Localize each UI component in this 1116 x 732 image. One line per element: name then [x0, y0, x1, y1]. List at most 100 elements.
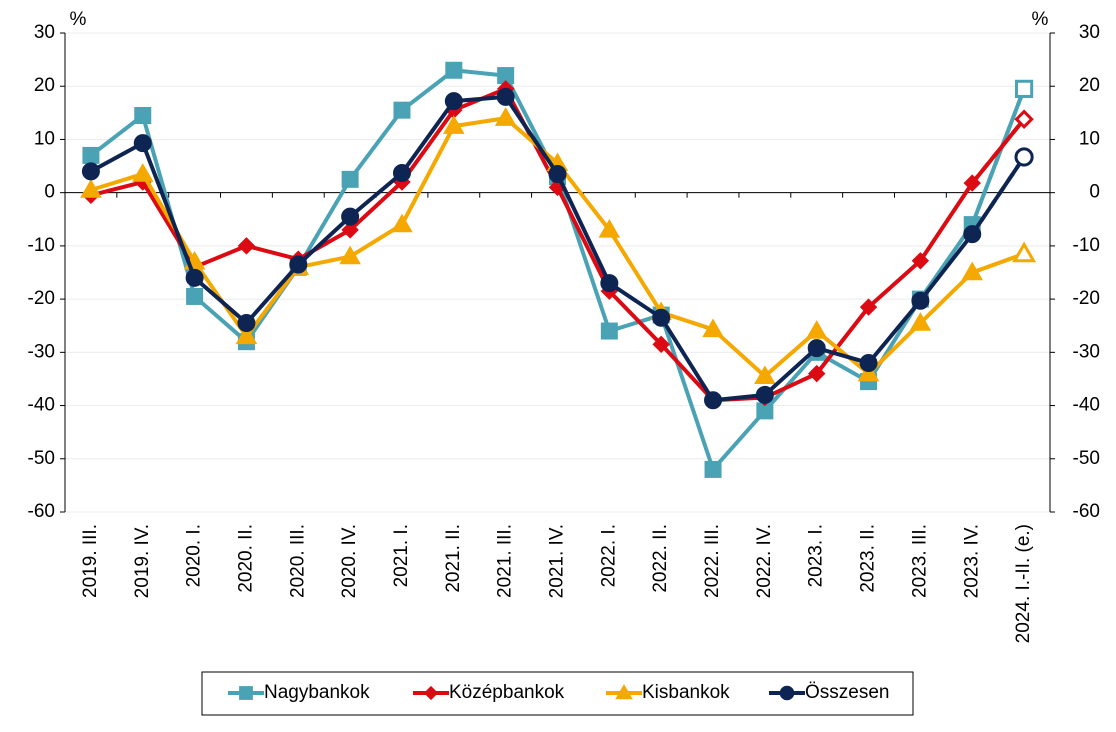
marker [598, 219, 621, 238]
x-tick-label: 2020. III. [287, 524, 308, 598]
x-tick-label: 2023. III. [909, 524, 930, 598]
legend-label: Kisbankok [642, 682, 730, 703]
marker [393, 101, 411, 119]
marker [82, 146, 100, 164]
marker [444, 92, 463, 111]
marker [805, 320, 828, 339]
marker [494, 107, 517, 126]
marker [911, 252, 930, 270]
legend-box [201, 671, 914, 716]
legend-label: Összesen [805, 682, 889, 703]
y-unit: % [70, 9, 87, 30]
x-tick-label: 2023. II. [858, 524, 879, 593]
y-tick-label: 30 [34, 22, 55, 43]
y2-unit: % [1032, 9, 1049, 30]
marker [133, 134, 152, 153]
marker [755, 385, 774, 404]
marker [237, 314, 256, 333]
marker [704, 460, 722, 478]
y2-tick-label: -50 [1073, 448, 1100, 469]
y2-tick-label: -40 [1073, 395, 1100, 416]
marker [1014, 79, 1034, 98]
x-tick-label: 2022. II. [650, 524, 671, 593]
legend-label: Nagybankok [264, 682, 370, 703]
y2-tick-label: -60 [1073, 501, 1100, 522]
marker [600, 274, 619, 293]
x-tick-label: 2020. II. [235, 524, 256, 593]
marker [1012, 241, 1037, 263]
marker [341, 221, 359, 239]
y2-tick-label: 30 [1079, 22, 1100, 43]
marker [961, 261, 984, 281]
marker [131, 163, 154, 182]
marker [911, 291, 930, 310]
x-tick-label: 2021. III. [495, 524, 516, 598]
y-tick-label: 10 [34, 128, 55, 149]
y2-tick-label: 10 [1079, 128, 1100, 149]
legend-marker [423, 685, 439, 701]
x-tick-label: 2019. IV. [132, 524, 153, 598]
marker [652, 335, 670, 354]
marker [1014, 109, 1034, 129]
x-tick-label: 2020. IV. [339, 524, 360, 598]
marker [600, 322, 618, 340]
series-line [970, 117, 1026, 185]
x-tick-label: 2022. I. [598, 524, 619, 587]
marker [496, 87, 515, 106]
marker [237, 237, 256, 255]
marker [186, 287, 204, 305]
marker [652, 308, 671, 327]
x-tick-label: 2022. IV. [754, 524, 775, 598]
y2-tick-label: 20 [1079, 75, 1100, 96]
x-tick-label: 2021. IV. [547, 524, 568, 598]
marker [134, 106, 152, 124]
marker [702, 318, 724, 338]
legend-marker [779, 685, 795, 701]
marker [341, 170, 359, 188]
legend-marker [615, 684, 633, 700]
y2-tick-label: -30 [1073, 341, 1100, 362]
y2-tick-label: -20 [1073, 288, 1100, 309]
marker [235, 325, 258, 345]
series-line [89, 68, 1026, 472]
x-tick-label: 2020. I. [184, 524, 205, 587]
marker [859, 353, 878, 372]
marker [80, 179, 102, 198]
y-tick-label: -20 [28, 288, 55, 309]
marker [341, 207, 360, 226]
marker [857, 362, 880, 382]
marker [909, 312, 932, 331]
y2-tick-label: -10 [1073, 235, 1100, 256]
marker [392, 163, 411, 182]
marker [185, 268, 204, 287]
marker [391, 213, 413, 233]
marker [443, 115, 465, 134]
marker [859, 298, 878, 316]
x-tick-label: 2021. I. [391, 524, 412, 587]
x-tick-label: 2024. I.-II. (e.) [1013, 524, 1034, 643]
x-tick-label: 2023. I. [806, 524, 827, 587]
marker [548, 165, 567, 184]
y2-tick-label: 0 [1089, 182, 1100, 203]
y-tick-label: -10 [28, 235, 55, 256]
marker [808, 364, 826, 383]
y-tick-label: 0 [44, 182, 55, 203]
marker [1014, 147, 1034, 167]
y-tick-label: -40 [28, 395, 55, 416]
y-tick-label: 20 [34, 75, 55, 96]
legend-marker [239, 686, 253, 700]
x-tick-label: 2019. III. [80, 524, 101, 598]
marker [704, 391, 723, 410]
y-tick-label: -50 [28, 448, 55, 469]
marker [289, 255, 308, 274]
y-tick-label: -30 [28, 341, 55, 362]
marker [963, 225, 982, 244]
marker [807, 339, 826, 358]
marker [81, 162, 100, 181]
x-tick-label: 2022. III. [702, 524, 723, 598]
marker [754, 365, 776, 384]
marker [339, 245, 361, 265]
y-tick-label: -60 [28, 501, 55, 522]
